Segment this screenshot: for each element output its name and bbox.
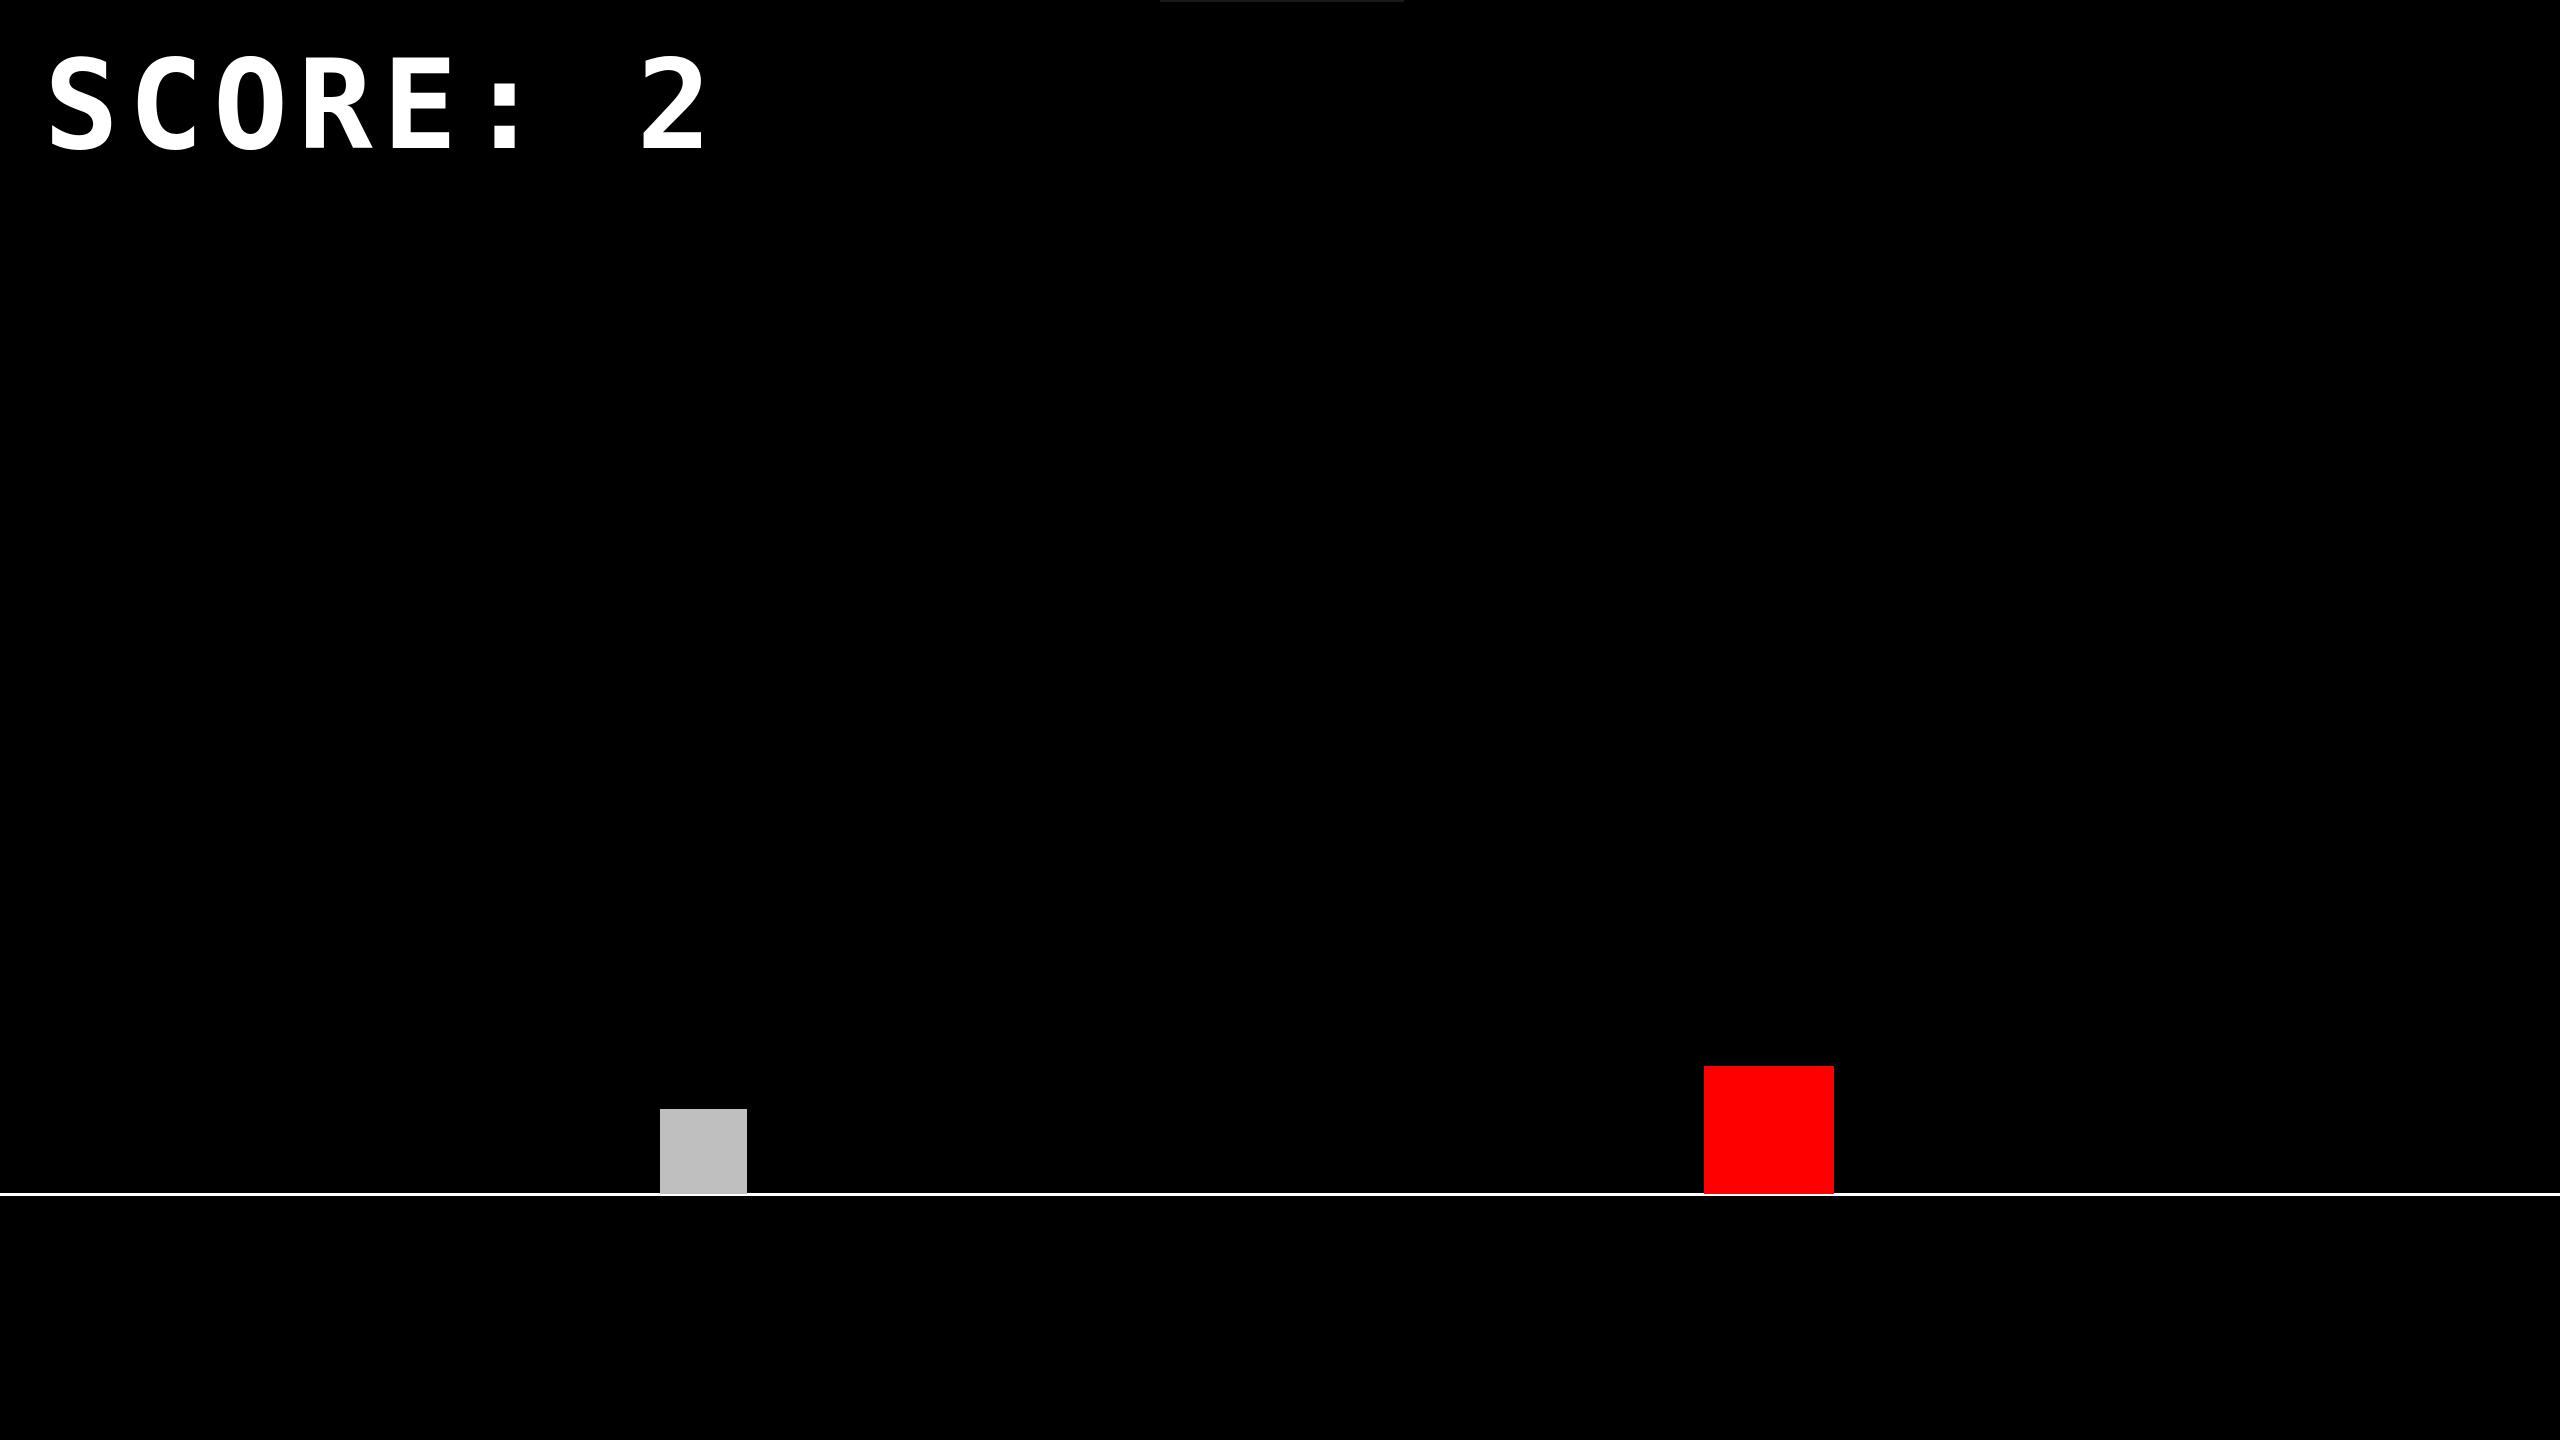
ground-line (0, 1193, 2560, 1196)
score-display: SCORE: 2 (44, 34, 722, 178)
top-edge-indicator (1160, 0, 1404, 2)
obstacle-block (1704, 1066, 1834, 1194)
player-block (660, 1109, 747, 1194)
